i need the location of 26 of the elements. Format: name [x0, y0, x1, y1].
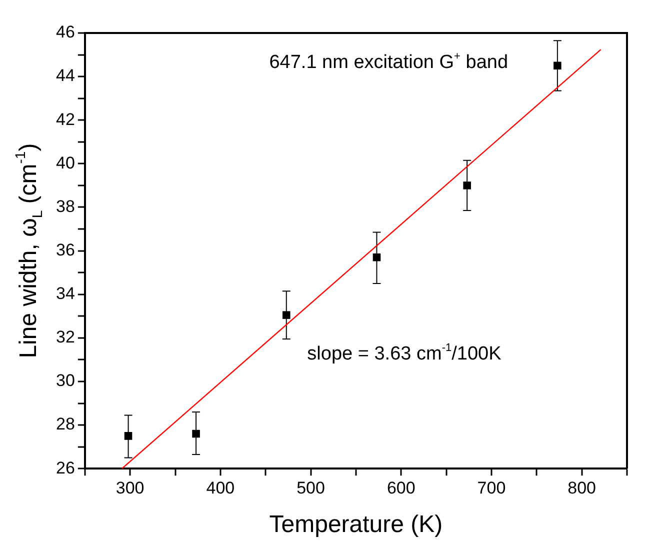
y-tick-label: 30 [56, 371, 75, 390]
point [463, 182, 471, 190]
y-tick-label: 44 [56, 66, 75, 86]
y-tick-label: 26 [56, 458, 75, 478]
x-tick-label: 300 [116, 478, 144, 498]
x-tick-label: 700 [477, 478, 506, 498]
y-tick-label: 46 [56, 22, 75, 42]
x-tick-label: 800 [568, 478, 596, 498]
y-tick-label: 34 [56, 284, 75, 304]
point [282, 311, 290, 319]
point [192, 430, 200, 438]
y-tick-label: 36 [56, 240, 75, 260]
y-tick-label: 28 [56, 414, 75, 434]
x-tick-label: 500 [296, 478, 325, 498]
x-tick-label: 400 [206, 478, 235, 498]
y-axis-title: Line width, ωL (cm-1) [12, 143, 45, 358]
x-axis-title: Temperature (K) [269, 511, 443, 538]
point [372, 253, 381, 262]
x-tick-label: 600 [386, 478, 416, 498]
y-tick-label: 40 [56, 153, 75, 172]
y-tick-label: 38 [56, 196, 75, 216]
point [124, 432, 132, 440]
annotation: 647.1 nm excitation G+ band [269, 50, 508, 73]
y-tick-label: 42 [56, 110, 75, 129]
point [554, 62, 562, 70]
y-tick-label: 32 [56, 328, 75, 347]
